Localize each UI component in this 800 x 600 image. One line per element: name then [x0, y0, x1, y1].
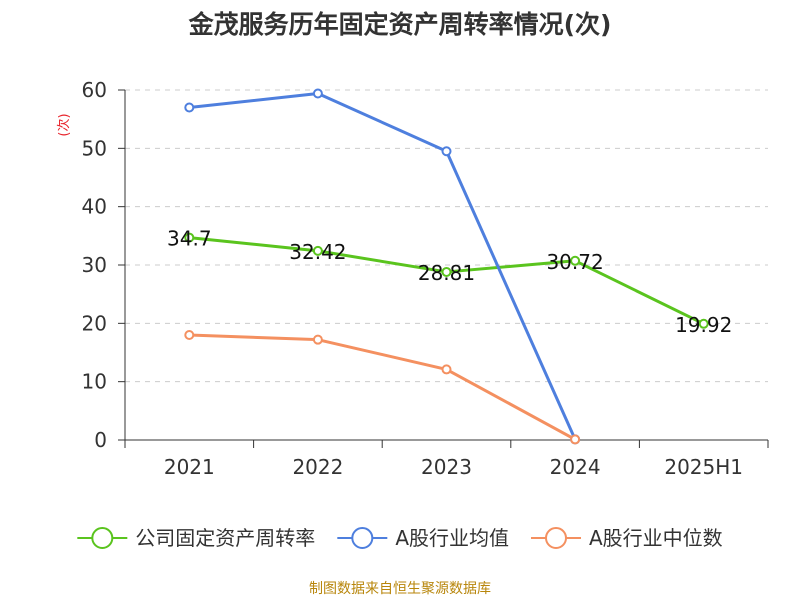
grid-lines	[125, 89, 768, 383]
y-tick-label: 10	[82, 370, 107, 394]
legend-item: 公司固定资产周转率	[77, 526, 315, 550]
data-point	[570, 434, 581, 445]
data-label: 28.81	[418, 261, 475, 285]
data-labels: 34.7 32.42 28.81 30.72 19.92	[167, 227, 732, 337]
data-point	[312, 334, 323, 345]
data-point	[570, 255, 581, 266]
series-line	[189, 92, 577, 441]
data-point	[698, 318, 709, 329]
x-tick-label: 2022	[292, 455, 343, 479]
data-point	[312, 245, 323, 256]
legend-label: 公司固定资产周转率	[135, 526, 315, 550]
series-lines	[184, 88, 709, 445]
chart-title: 金茂服务历年固定资产周转率情况(次)	[188, 10, 612, 39]
legend-item: A股行业中位数	[531, 526, 723, 550]
data-point	[184, 330, 195, 340]
data-label: 34.7	[167, 227, 212, 251]
x-tick-label: 2025H1	[664, 455, 743, 479]
legend-marker	[351, 527, 374, 549]
x-tick-label: 2021	[164, 455, 215, 479]
data-point	[312, 88, 323, 99]
legend-marker	[545, 527, 567, 549]
data-label: 32.42	[289, 240, 346, 264]
data-label: 30.72	[546, 250, 603, 274]
x-tick-label: 2024	[550, 455, 601, 479]
y-axis-unit: (次)	[56, 113, 72, 136]
y-tick-label: 0	[94, 428, 107, 452]
y-tick-label: 40	[82, 195, 107, 219]
data-label: 19.92	[675, 313, 732, 337]
y-tick-label: 30	[82, 253, 107, 277]
legend: 公司固定资产周转率 A股行业均值 A股行业中位数	[77, 526, 723, 550]
data-point	[441, 146, 452, 157]
data-point	[184, 102, 195, 113]
legend-label: A股行业均值	[395, 526, 509, 550]
data-point	[441, 266, 452, 277]
y-tick-label: 20	[82, 311, 107, 335]
data-point	[184, 232, 195, 243]
x-tick-label: 2023	[421, 455, 472, 479]
data-source-note: 制图数据来自恒生聚源数据库	[309, 581, 491, 597]
y-tick-label: 60	[82, 78, 107, 102]
legend-item: A股行业均值	[337, 526, 509, 550]
axes: 0 10 20 30 40 50 60 2021 2022 2023 2024 2025H1	[82, 78, 769, 479]
legend-marker	[91, 527, 114, 549]
series-line	[189, 333, 576, 441]
y-tick-label: 50	[82, 136, 107, 160]
data-point	[441, 364, 452, 375]
legend-label: A股行业中位数	[589, 526, 723, 550]
